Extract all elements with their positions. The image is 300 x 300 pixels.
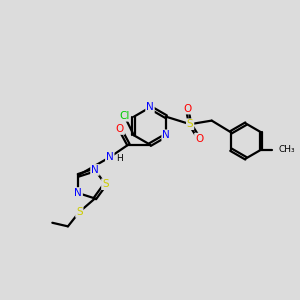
Text: N: N (74, 188, 82, 198)
Text: N: N (162, 130, 170, 140)
Text: O: O (195, 134, 203, 144)
Text: S: S (187, 119, 194, 129)
Text: H: H (116, 154, 123, 163)
Text: CH₃: CH₃ (278, 145, 295, 154)
Text: N: N (106, 152, 114, 162)
Text: S: S (76, 207, 83, 217)
Text: O: O (116, 124, 124, 134)
Text: S: S (102, 179, 109, 189)
Text: N: N (91, 165, 99, 175)
Text: N: N (146, 102, 154, 112)
Text: Cl: Cl (119, 111, 130, 121)
Text: O: O (183, 103, 191, 114)
